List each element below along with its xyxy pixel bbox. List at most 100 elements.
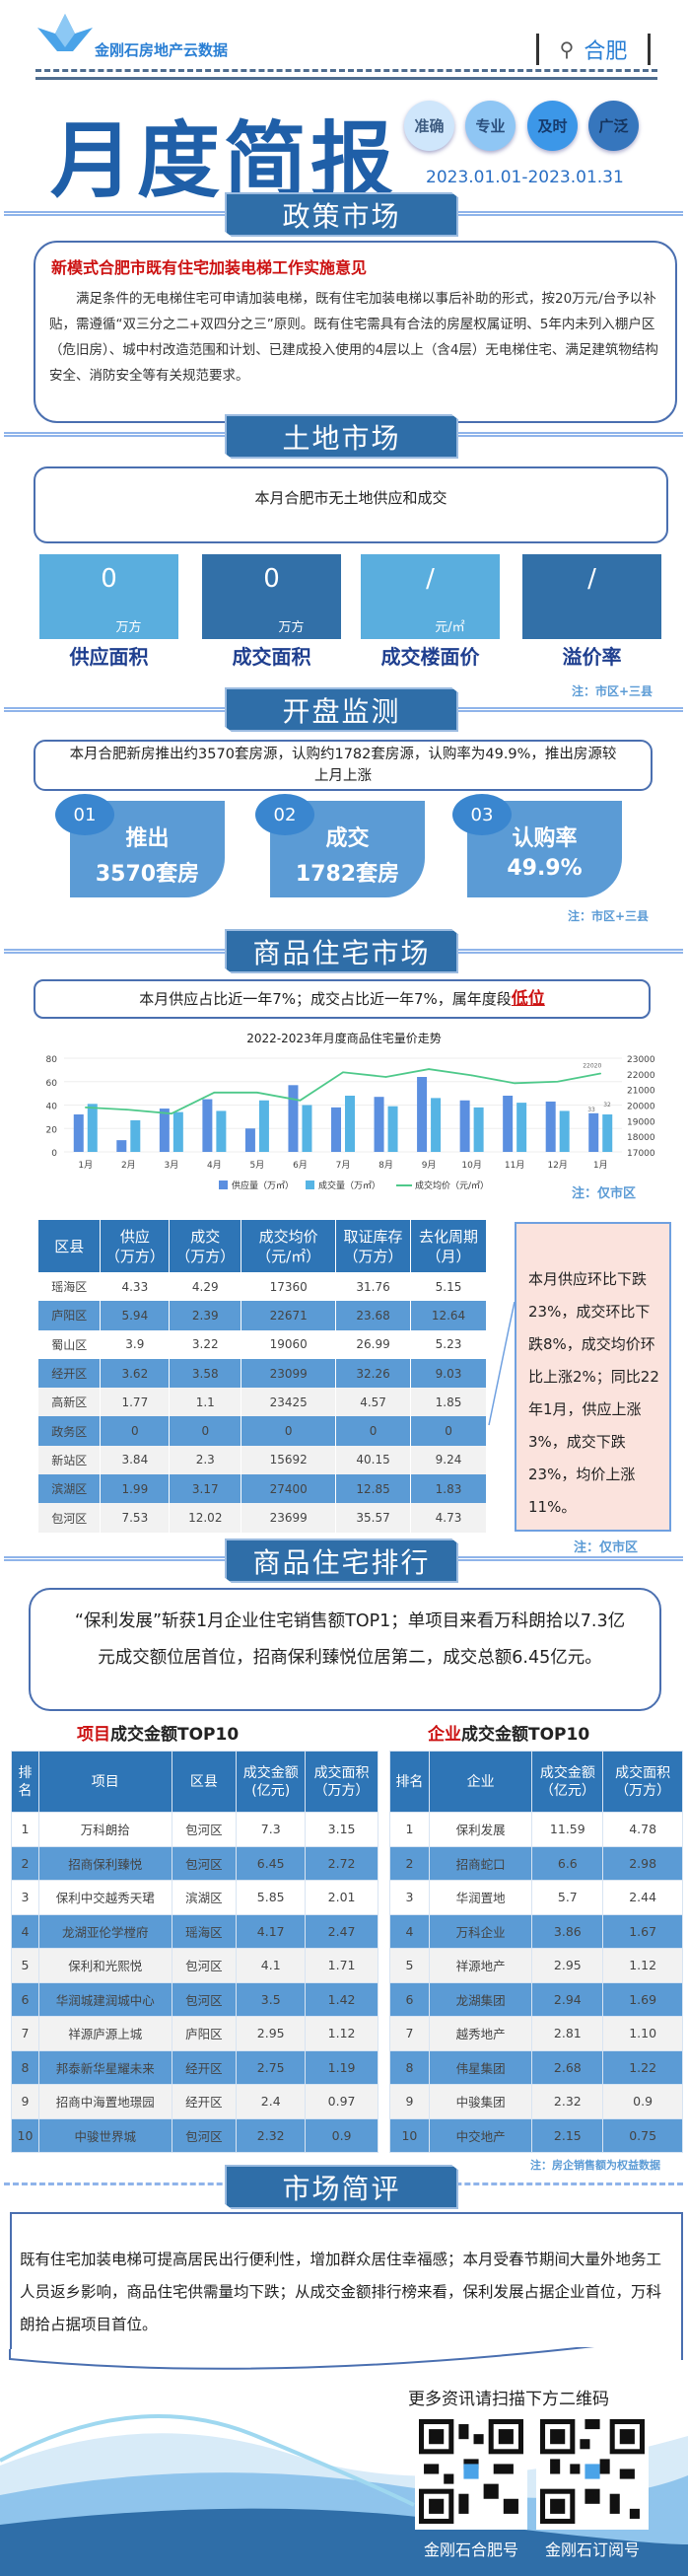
legend-item: 成交量（万㎡） (306, 1180, 380, 1191)
table-cell: 包河区 (171, 1812, 238, 1847)
table-cell: 12.02 (169, 1503, 242, 1533)
price-point (213, 1092, 216, 1094)
deal-bar (559, 1110, 570, 1152)
table-cell: 1.22 (602, 2049, 683, 2085)
card-launched: 推出 3570套房 (70, 801, 225, 897)
residential-side-note: 本月供应环比下跌23%，成交环比下跌8%，成交均价环比上涨2%；同比22年1月，… (515, 1222, 671, 1532)
table-row: 新站区 3.84 2.3 15692 40.15 9.24 (38, 1445, 487, 1475)
deal-bar (87, 1104, 98, 1152)
table-cell: 2.32 (531, 2084, 604, 2119)
table-cell: 1.19 (305, 2049, 378, 2085)
table-cell: 9 (389, 2084, 430, 2119)
legend-swatch (306, 1181, 314, 1189)
table-cell: 2.32 (236, 2117, 307, 2153)
enterprise-top10-title: 企业成交金额TOP10 (428, 1725, 590, 1745)
tile-label: 成交面积 (232, 645, 311, 669)
table-cell: 26.99 (335, 1329, 412, 1359)
qr-label-subscription: 金刚石订阅号 (544, 2540, 640, 2559)
opening-note: 注：市区+三县 (568, 909, 650, 923)
table-row: 2 招商保利臻悦 包河区 6.45 2.72 (11, 1845, 378, 1881)
table-cell: 万科企业 (428, 1913, 533, 1949)
x-tick-label: 2月 (121, 1160, 136, 1171)
y2-tick-label: 20000 (627, 1103, 655, 1112)
y2-tick-label: 21000 (627, 1087, 655, 1097)
table-row: 瑶海区 4.33 4.29 17360 31.76 5.15 (38, 1272, 487, 1302)
table-cell: 3.84 (100, 1445, 171, 1475)
tag-accurate: 准确 (404, 101, 454, 151)
summary-text: 本月供应占比近一年7%；成交占比近一年7%，属年度段 (139, 990, 512, 1008)
qr-code-hefei[interactable] (415, 2413, 527, 2530)
table-cell: 3 (389, 1880, 430, 1915)
table-cell: 3.17 (169, 1474, 242, 1504)
table-cell: 4 (11, 1913, 39, 1949)
table-cell: 23425 (241, 1388, 337, 1417)
legend-item: 成交均价（元/㎡） (396, 1180, 489, 1191)
table-cell: 5.7 (531, 1880, 604, 1915)
table-cell: 11.59 (531, 1812, 604, 1847)
table-cell: 12.64 (410, 1301, 487, 1330)
column-header: 成交均价 （元/㎡） (241, 1220, 337, 1272)
table-cell: 2.01 (305, 1880, 378, 1915)
table-cell: 4.17 (236, 1913, 307, 1949)
table-cell: 保利和光熙悦 (37, 1948, 172, 1983)
table-cell: 龙湖亚伦学樘府 (37, 1913, 172, 1949)
table-cell: 4.29 (169, 1272, 242, 1302)
table-cell: 0.97 (305, 2084, 378, 2119)
qr-title: 更多资讯请扫描下方二维码 (408, 2390, 609, 2409)
table-row: 政务区 0 0 0 0 0 (38, 1416, 487, 1446)
table-cell: 1.12 (305, 2016, 378, 2051)
supply-bar (503, 1096, 514, 1152)
chart-note: 注：仅市区 (572, 1186, 637, 1201)
supply-bar (417, 1077, 428, 1152)
table-cell: 2.94 (531, 1981, 604, 2017)
legend-swatch (219, 1181, 228, 1189)
tile-deal-area: 0 万方 (202, 554, 341, 639)
table-cell: 5.85 (236, 1880, 307, 1915)
table-cell: 保利发展 (428, 1812, 533, 1847)
table-cell: 1.85 (410, 1388, 487, 1417)
table-cell: 招商蛇口 (428, 1845, 533, 1881)
section-header-ranking: 商品住宅排行 (225, 1538, 458, 1583)
table-row: 9 中骏集团 2.32 0.9 (389, 2084, 683, 2119)
y2-tick-label: 23000 (627, 1055, 655, 1065)
table-cell: 1.1 (169, 1388, 242, 1417)
price-point (384, 1076, 387, 1078)
qr-code-subscription[interactable] (536, 2413, 649, 2530)
table-cell: 包河区 (171, 1981, 238, 2017)
table-cell: 7.53 (100, 1503, 171, 1533)
table-cell: 滨湖区 (171, 1880, 238, 1915)
header-line: 成交均价 (258, 1227, 318, 1246)
table-cell: 4 (389, 1913, 430, 1949)
table-cell: 27400 (241, 1474, 337, 1504)
price-point (514, 1082, 516, 1085)
city-selector[interactable]: ⚲ 合肥 (536, 34, 651, 65)
enterprise-ranking-table: 排名 企业 成交金额（亿元） 成交面积（万方） 1 保利发展 11.59 4.78 2 招商蛇口 6… (389, 1751, 683, 2153)
table-cell: 1.99 (100, 1474, 171, 1504)
tile-label: 供应面积 (69, 645, 149, 669)
table-cell: 2.81 (531, 2016, 604, 2051)
table-cell: 15692 (241, 1445, 337, 1475)
policy-title: 新模式合肥市既有住宅加装电梯工作实施意见 (51, 258, 368, 277)
table-cell: 9.24 (410, 1445, 487, 1475)
policy-box (34, 241, 677, 423)
land-summary: 本月合肥市无土地供应和成交 (254, 489, 447, 507)
table-cell: 政务区 (38, 1416, 102, 1446)
tile-label: 成交楼面价 (380, 645, 480, 669)
x-tick-label: 9月 (422, 1160, 437, 1171)
table-cell: 10 (11, 2117, 39, 2153)
y-tick-label: 20 (46, 1125, 58, 1135)
table-cell: 4.57 (335, 1388, 412, 1417)
table-cell: 3.15 (305, 1812, 378, 1847)
x-tick-label: 3月 (164, 1160, 178, 1171)
table-cell: 8 (389, 2049, 430, 2085)
callout-connector (488, 1302, 516, 1426)
y-tick-label: 0 (51, 1149, 57, 1159)
table-cell: 0 (335, 1416, 412, 1446)
table-cell: 6.6 (531, 1845, 604, 1881)
price-point (599, 1072, 602, 1075)
supply-bar (159, 1109, 170, 1152)
table-note: 注：仅市区 (574, 1540, 639, 1555)
city-name: 合肥 (584, 39, 628, 64)
y2-tick-label: 22000 (627, 1071, 655, 1081)
project-top10-title: 项目成交金额TOP10 (77, 1725, 240, 1745)
